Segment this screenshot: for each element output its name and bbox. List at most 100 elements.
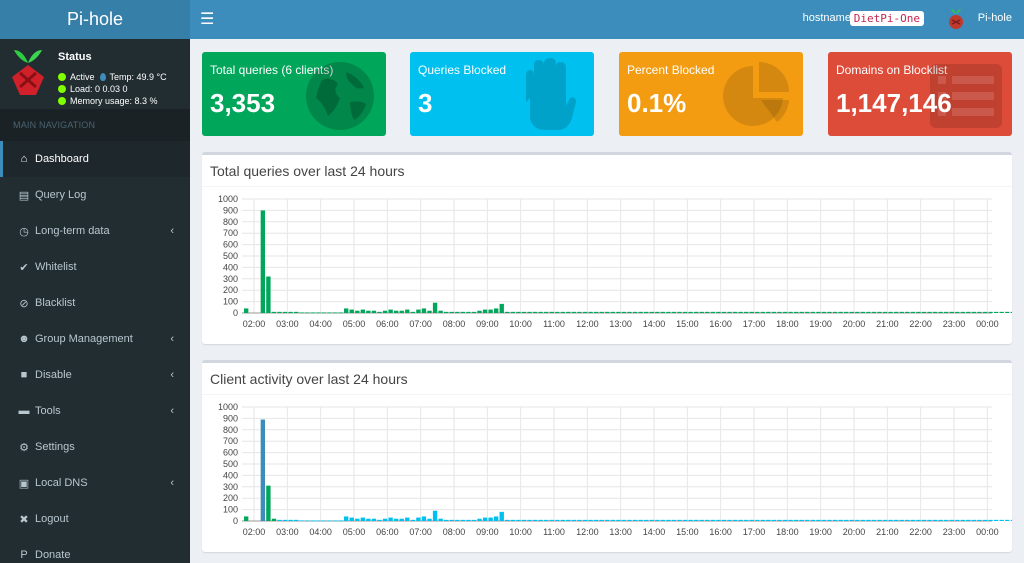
bar[interactable] bbox=[627, 311, 632, 313]
bar[interactable] bbox=[827, 519, 832, 521]
bar[interactable] bbox=[849, 519, 854, 521]
bar[interactable] bbox=[666, 519, 671, 521]
bar[interactable] bbox=[1010, 519, 1012, 521]
bar[interactable] bbox=[610, 519, 616, 521]
bar[interactable] bbox=[394, 518, 399, 521]
bar[interactable] bbox=[882, 519, 888, 521]
bar[interactable] bbox=[955, 519, 960, 521]
bar[interactable] bbox=[944, 311, 949, 313]
bar[interactable] bbox=[349, 517, 354, 521]
bar[interactable] bbox=[355, 310, 360, 313]
bar[interactable] bbox=[949, 519, 954, 521]
bar[interactable] bbox=[588, 519, 593, 521]
bar[interactable] bbox=[444, 311, 449, 313]
bar[interactable] bbox=[810, 311, 816, 313]
bar[interactable] bbox=[727, 519, 732, 521]
bar[interactable] bbox=[927, 519, 932, 521]
bar[interactable] bbox=[794, 311, 799, 313]
bar[interactable] bbox=[638, 519, 643, 521]
bar[interactable] bbox=[694, 311, 699, 313]
bar[interactable] bbox=[971, 311, 977, 313]
bar[interactable] bbox=[299, 312, 304, 314]
bar[interactable] bbox=[899, 519, 904, 521]
bar[interactable] bbox=[427, 518, 432, 521]
pihole-logo-icon[interactable] bbox=[946, 8, 966, 30]
bar[interactable] bbox=[888, 311, 893, 313]
sidebar-item-dashboard[interactable]: ⌂ Dashboard bbox=[0, 141, 190, 177]
bar[interactable] bbox=[405, 309, 410, 313]
bar[interactable] bbox=[844, 519, 849, 521]
bar[interactable] bbox=[427, 310, 432, 313]
user-menu[interactable]: Pi-hole bbox=[977, 12, 1012, 24]
bar[interactable] bbox=[582, 519, 588, 521]
bar[interactable] bbox=[582, 311, 588, 313]
bar[interactable] bbox=[577, 311, 582, 313]
bar[interactable] bbox=[660, 519, 666, 521]
bar[interactable] bbox=[949, 311, 954, 313]
bar[interactable] bbox=[732, 519, 738, 521]
bar[interactable] bbox=[316, 312, 321, 314]
bar[interactable] bbox=[338, 312, 343, 314]
bar[interactable] bbox=[310, 520, 316, 522]
bar[interactable] bbox=[344, 516, 349, 521]
total-queries-box[interactable]: Total queries (6 clients) 3,353 bbox=[202, 52, 386, 136]
bar[interactable] bbox=[744, 519, 749, 521]
percent-blocked-box[interactable]: Percent Blocked 0.1% bbox=[619, 52, 803, 136]
bar[interactable] bbox=[932, 519, 938, 521]
bar[interactable] bbox=[271, 311, 277, 313]
bar[interactable] bbox=[488, 517, 493, 521]
bar[interactable] bbox=[994, 311, 999, 313]
bar[interactable] bbox=[755, 519, 760, 521]
bar[interactable] bbox=[305, 520, 310, 522]
queries-blocked-box[interactable]: Queries Blocked 3 bbox=[410, 52, 594, 136]
bar[interactable] bbox=[366, 518, 371, 521]
bar[interactable] bbox=[532, 311, 538, 313]
bar[interactable] bbox=[382, 518, 388, 521]
bar[interactable] bbox=[588, 311, 593, 313]
bar[interactable] bbox=[838, 519, 843, 521]
bar[interactable] bbox=[544, 519, 549, 521]
bar[interactable] bbox=[394, 310, 399, 313]
sidebar-item-tools[interactable]: ▬ Tools ‹ bbox=[0, 393, 190, 429]
bar[interactable] bbox=[594, 519, 599, 521]
bar[interactable] bbox=[449, 311, 454, 313]
bar[interactable] bbox=[538, 519, 543, 521]
sidebar-item-disable[interactable]: ■ Disable ‹ bbox=[0, 357, 190, 393]
bar[interactable] bbox=[894, 311, 899, 313]
bar[interactable] bbox=[632, 311, 638, 313]
bar[interactable] bbox=[316, 520, 321, 522]
sidebar-item-long-term-data[interactable]: ◷ Long-term data ‹ bbox=[0, 213, 190, 249]
bar[interactable] bbox=[644, 519, 649, 521]
bar[interactable] bbox=[788, 519, 793, 521]
bar[interactable] bbox=[399, 310, 404, 313]
bar[interactable] bbox=[732, 311, 738, 313]
bar[interactable] bbox=[510, 519, 516, 521]
bar[interactable] bbox=[244, 308, 249, 313]
bar[interactable] bbox=[1005, 311, 1010, 313]
bar[interactable] bbox=[821, 519, 827, 521]
sidebar-item-settings[interactable]: ⚙ Settings bbox=[0, 429, 190, 465]
bar[interactable] bbox=[616, 311, 621, 313]
bar[interactable] bbox=[438, 310, 443, 313]
bar[interactable] bbox=[355, 518, 360, 521]
bar[interactable] bbox=[455, 311, 460, 313]
bar[interactable] bbox=[360, 517, 366, 521]
bar[interactable] bbox=[327, 520, 332, 522]
bar[interactable] bbox=[532, 519, 538, 521]
bar[interactable] bbox=[971, 519, 977, 521]
bar[interactable] bbox=[832, 519, 838, 521]
bar[interactable] bbox=[494, 516, 499, 521]
bar[interactable] bbox=[821, 311, 827, 313]
bar[interactable] bbox=[766, 311, 771, 313]
bar[interactable] bbox=[916, 311, 921, 313]
bar[interactable] bbox=[527, 311, 532, 313]
bar[interactable] bbox=[749, 311, 754, 313]
bar[interactable] bbox=[560, 311, 566, 313]
bar[interactable] bbox=[621, 519, 627, 521]
bar[interactable] bbox=[849, 311, 854, 313]
bar[interactable] bbox=[771, 311, 777, 313]
bar[interactable] bbox=[460, 519, 466, 521]
bar[interactable] bbox=[294, 519, 299, 521]
bar[interactable] bbox=[882, 311, 888, 313]
bar[interactable] bbox=[477, 310, 482, 313]
